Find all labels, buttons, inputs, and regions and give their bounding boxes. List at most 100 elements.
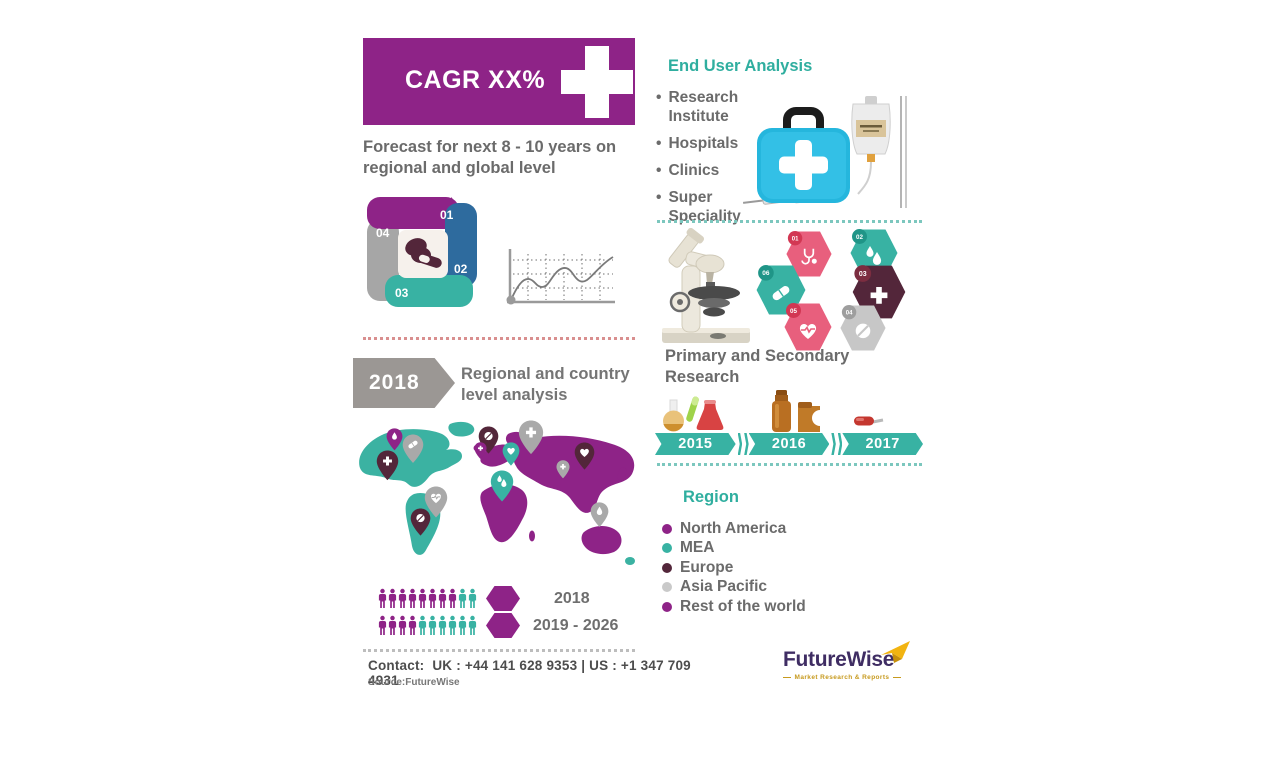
drop-icon [386,428,403,451]
world-map [350,420,640,572]
person-icon [448,588,457,608]
bullet-icon: • [656,162,662,179]
person-icon [418,615,427,635]
timeline-chevron-gap [736,433,749,455]
chevron-icon [837,433,843,455]
end-user-item: • Research Institute [656,88,776,126]
iv-bag-icon [851,96,891,195]
forecast-text: Forecast for next 8 - 10 years on region… [363,138,617,177]
cross-icon [556,460,570,479]
person-icon [398,615,407,635]
contact-label: Contact: [368,658,425,673]
map-pin-capsule [402,434,424,468]
person-icon [398,588,407,608]
person-icon [428,615,437,635]
capsule-icon [402,434,424,463]
first-aid-kit-illustration [742,96,907,208]
timeline-year-label: 2015 [678,436,713,452]
map-pin-cross [556,460,570,484]
svg-text:04: 04 [376,226,390,240]
drop-icon [590,502,609,527]
hexagon-number: 02 [856,234,863,241]
region-legend-item: Rest of the world [662,597,806,617]
person-icon [378,588,387,608]
cross-icon [376,450,399,481]
white-cross-icon [779,140,828,190]
separator-teal-dotted-2 [657,463,922,466]
chevron-icon [744,433,749,455]
region-label: Europe [680,558,734,576]
timeline-segment-2017: 2017 [842,433,924,455]
separator-teal-dotted-1 [657,220,922,223]
contact-numbers: UK : +44 141 628 9353 | US : +1 347 709 … [368,658,691,688]
region-label: North America [680,519,787,537]
timeline-segment-2015: 2015 [655,433,736,455]
region-legend-item: Europe [662,558,806,578]
research-hexagon-01: 01 [786,230,832,277]
person-icon [378,615,387,635]
research-hexagon-02: 02 [850,229,898,277]
tablet-slash-icon [855,323,871,339]
person-icon [388,615,397,635]
legend-dot-icon [662,582,672,593]
map-pin-drop [590,502,609,532]
end-user-item: • Clinics [656,161,776,180]
hexagon-marker-icon [486,586,520,611]
chevron-icon [737,433,743,455]
separator-gray-dotted [363,649,635,652]
research-hexagon-06: 06 [756,265,806,315]
map-pin-cross [474,442,487,464]
stethoscope-icon [801,248,817,265]
chevron-icon [831,433,836,455]
region-label: Rest of the world [680,597,806,615]
lab-flasks-icon [663,396,724,432]
drops-icon [490,470,514,502]
map-pin-tablet-slash [410,508,431,541]
pill-2017-icon [854,416,884,426]
bullet-icon: • [656,89,662,106]
pictograph-year-label: 2018 [554,589,590,607]
trend-sketch-chart [506,249,615,305]
cross-icon [870,286,888,304]
person-icon [458,615,467,635]
cross-icon [518,420,544,455]
hexagon-number: 06 [762,270,770,277]
medicine-bottles-icon [772,390,826,432]
cagr-banner: CAGR XX% [363,38,635,125]
research-hexagon-cluster: 01 02 06 03 05 04 [753,226,918,356]
person-icon [458,588,467,608]
end-user-item: • Hospitals [656,134,776,153]
microscope-illustration [662,228,750,343]
pictograph-row: 2019 - 2026 [378,612,638,639]
region-legend: North America MEA Europe Asia Pacific Rest o… [662,519,806,617]
person-icon [468,615,477,635]
tablet-slash-icon [410,508,431,536]
separator-red-dotted [363,337,635,340]
source-label: Source:FutureWise [368,677,460,688]
map-pin-cross [376,450,399,486]
end-user-item-label: Clinics [668,162,720,179]
svg-text:01: 01 [440,208,454,222]
person-icons-group [378,588,477,609]
person-icon [418,588,427,608]
region-legend-item: North America [662,519,806,539]
paper-plane-icon [881,641,910,663]
end-user-analysis-title: End User Analysis [668,57,813,75]
svg-text:03: 03 [395,286,409,300]
bullet-icon: • [656,189,662,206]
region-title: Region [683,488,739,506]
logo-tagline: Market Research & Reports [783,674,901,681]
person-icon [438,615,447,635]
person-icon [448,615,457,635]
svg-text:02: 02 [454,262,468,276]
timeline-segment-2016: 2016 [748,433,830,455]
legend-dot-icon [662,523,672,534]
legend-dot-icon [662,601,672,612]
process-cycle-diagram: 01 02 03 04 [367,197,477,307]
person-icon [388,588,397,608]
heart-icon [574,442,595,470]
pictograph-row: 2018 [378,585,638,612]
map-pin-cross [518,420,544,460]
hexagon-number: 01 [792,236,799,242]
map-pin-drops [490,470,514,507]
